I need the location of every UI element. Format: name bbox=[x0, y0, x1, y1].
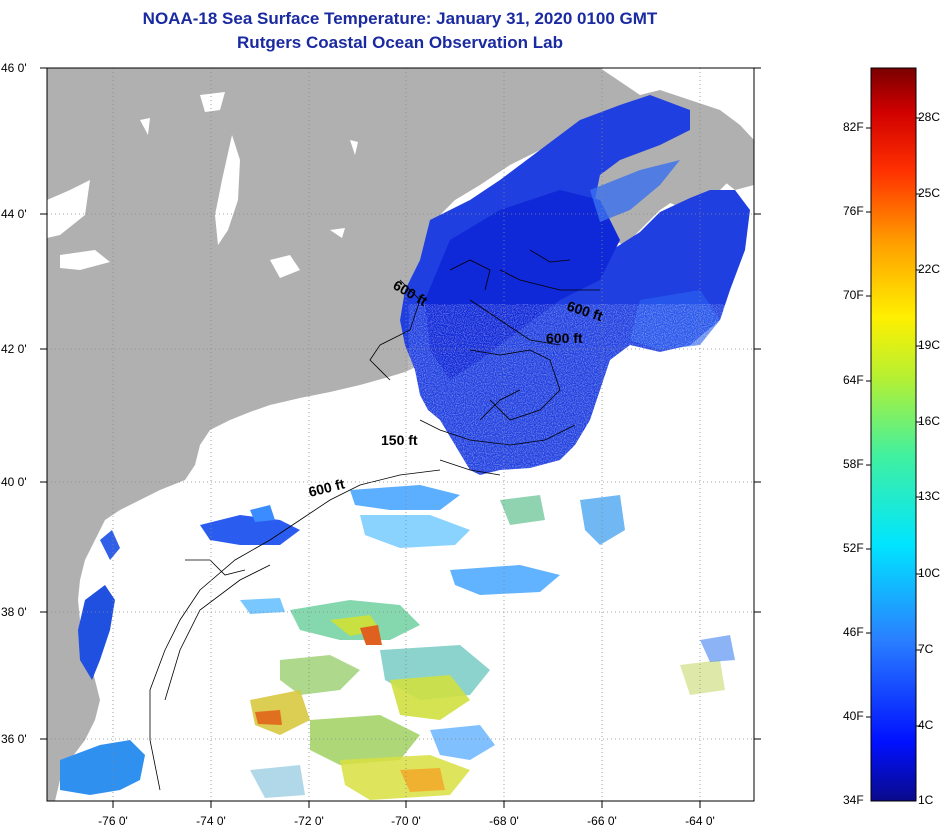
colorbar-c-label: 10C bbox=[918, 566, 941, 580]
warmer-blue-patch bbox=[590, 160, 680, 222]
lon-label: -64 0' bbox=[685, 814, 715, 828]
colorbar-f-label: 64F bbox=[843, 373, 864, 387]
colorbar-f-label: 58F bbox=[843, 457, 864, 471]
colorbar-f-label: 34F bbox=[843, 793, 864, 807]
lat-label: 46 0' bbox=[1, 61, 27, 75]
colorbar-c-label: 25C bbox=[918, 186, 941, 200]
lon-label: -68 0' bbox=[489, 814, 519, 828]
colorbar-f-label: 70F bbox=[843, 288, 864, 302]
cloud-speckle bbox=[440, 330, 754, 590]
colorbar-c-label: 19C bbox=[918, 338, 941, 352]
colorbar-ticks bbox=[866, 117, 921, 727]
lat-label: 42 0' bbox=[1, 342, 27, 356]
map-frame bbox=[46, 67, 755, 802]
axis-ticks bbox=[40, 67, 761, 808]
chesapeake-bay bbox=[78, 585, 115, 680]
lat-label: 36 0' bbox=[1, 732, 27, 746]
bathymetry-contours bbox=[149, 249, 600, 791]
lon-label: -76 0' bbox=[98, 814, 128, 828]
colorbar-f-label: 52F bbox=[843, 541, 864, 555]
nova-scotia-land bbox=[595, 125, 735, 245]
lon-label: -74 0' bbox=[196, 814, 226, 828]
contour-label: 150 ft bbox=[381, 432, 418, 448]
lon-label: -66 0' bbox=[587, 814, 617, 828]
lon-label: -70 0' bbox=[391, 814, 421, 828]
colorbar-c-label: 28C bbox=[918, 110, 941, 124]
colorbar-c-label: 4C bbox=[918, 718, 934, 732]
cape-breton-land bbox=[720, 140, 754, 190]
lon-label: -72 0' bbox=[294, 814, 324, 828]
longitude-labels: -76 0' -74 0' -72 0' -70 0' -68 0' -66 0… bbox=[98, 814, 715, 828]
sst-patches bbox=[200, 485, 735, 800]
colorbar-f-label: 40F bbox=[843, 709, 864, 723]
lakes bbox=[47, 92, 358, 278]
pamlico-sound bbox=[60, 740, 145, 795]
lat-label: 44 0' bbox=[1, 207, 27, 221]
delaware-bay bbox=[100, 530, 120, 560]
land-mass bbox=[47, 68, 754, 801]
colorbar-c-label: 1C bbox=[918, 793, 934, 807]
colorbar-f-label: 46F bbox=[843, 625, 864, 639]
lat-label: 40 0' bbox=[1, 475, 27, 489]
lat-label: 38 0' bbox=[1, 605, 27, 619]
colorbar-f-label: 76F bbox=[843, 204, 864, 218]
map-subtitle: Rutgers Coastal Ocean Observation Lab bbox=[237, 33, 563, 52]
colorbar-c-label: 22C bbox=[918, 262, 941, 276]
colorbar-c-label: 7C bbox=[918, 642, 934, 656]
colorbar-f-label: 82F bbox=[843, 120, 864, 134]
map-title: NOAA-18 Sea Surface Temperature: January… bbox=[142, 9, 658, 28]
temperature-colorbar bbox=[870, 67, 917, 802]
colorbar-c-label: 16C bbox=[918, 414, 941, 428]
colorbar-c-label: 13C bbox=[918, 489, 941, 503]
latitude-labels: 46 0' 44 0' 42 0' 40 0' 38 0' 36 0' bbox=[1, 61, 27, 746]
contour-label: 600 ft bbox=[546, 330, 583, 346]
